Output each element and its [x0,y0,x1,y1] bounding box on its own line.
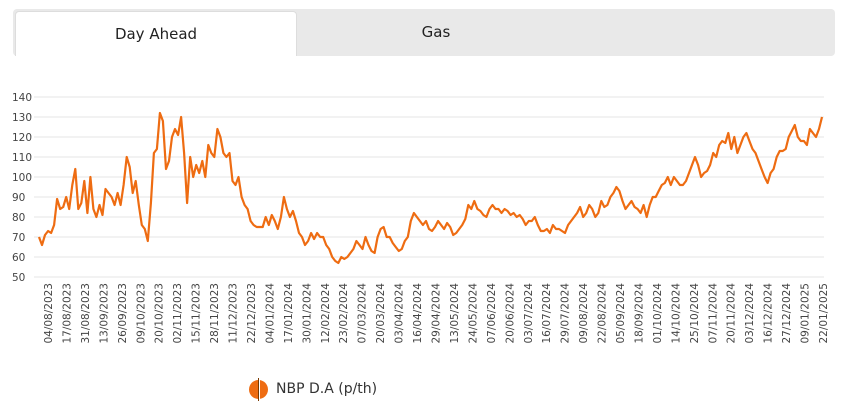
x-tick-label: 05/09/2024 [615,283,627,344]
x-tick-label: 18/09/2024 [633,283,645,344]
x-tick-label: 22/12/2023 [246,283,258,344]
y-tick-label: 140 [12,92,32,104]
x-tick-label: 22/01/2025 [818,283,830,344]
y-axis: 50 60 70 80 90 100 110 120 130 140 [12,92,32,284]
x-tick-label: 25/10/2024 [689,283,701,344]
x-tick-label: 14/10/2024 [670,283,682,344]
x-tick-label: 29/04/2024 [431,283,443,344]
x-tick-label: 20/10/2023 [154,283,166,344]
x-tick-label: 15/11/2023 [191,283,203,344]
tab-bar: Day Ahead Gas [13,9,835,56]
x-tick-label: 07/11/2024 [707,283,719,344]
y-tick-label: 80 [12,212,25,224]
x-tick-label: 16/07/2024 [541,283,553,344]
x-tick-label: 16/12/2024 [763,283,775,344]
x-tick-label: 24/05/2024 [467,283,479,344]
x-tick-label: 09/10/2023 [135,283,147,344]
x-tick-label: 20/06/2024 [504,283,516,344]
y-tick-label: 130 [12,112,32,124]
x-tick-label: 13/05/2024 [449,283,461,344]
x-tick-label: 16/04/2024 [412,283,424,344]
x-tick-label: 09/08/2024 [578,283,590,344]
legend-label: NBP D.A (p/th) [276,381,378,397]
x-tick-label: 09/01/2025 [800,283,812,344]
x-tick-label: 03/12/2024 [744,283,756,344]
x-tick-label: 04/08/2023 [43,283,55,344]
x-tick-label: 17/01/2024 [283,283,295,344]
line-chart: 50 60 70 80 90 100 110 120 130 140 04/08/2023 17/0… [12,92,830,344]
x-tick-label: 13/09/2023 [98,283,110,344]
y-tick-label: 100 [12,172,32,184]
x-tick-label: 20/11/2024 [726,283,738,344]
x-tick-label: 03/04/2024 [394,283,406,344]
x-axis: 04/08/2023 17/08/2023 31/08/2023 13/09/2023… [43,283,830,344]
x-tick-label: 23/02/2024 [338,283,350,344]
x-tick-label: 29/07/2024 [560,283,572,344]
x-tick-label: 12/02/2024 [320,283,332,344]
x-tick-label: 02/11/2023 [172,283,184,344]
y-tick-label: 120 [12,132,32,144]
y-tick-label: 90 [12,192,25,204]
x-tick-label: 03/07/2024 [523,283,535,344]
x-tick-label: 04/01/2024 [264,283,276,344]
x-tick-label: 26/09/2023 [117,283,129,344]
y-tick-label: 110 [12,152,32,164]
x-tick-label: 22/08/2024 [597,283,609,344]
x-tick-label: 31/08/2023 [80,283,92,344]
x-tick-label: 30/01/2024 [301,283,313,344]
legend-marker-icon [249,377,268,401]
y-tick-label: 70 [12,232,25,244]
series-line-nbp-da [37,111,824,265]
x-tick-label: 20/03/2024 [375,283,387,344]
tab-day-ahead[interactable]: Day Ahead [15,11,297,56]
y-tick-label: 50 [12,272,25,284]
x-tick-label: 11/12/2023 [228,283,240,344]
x-tick-label: 28/11/2023 [209,283,221,344]
tab-gas[interactable]: Gas [421,23,451,41]
x-tick-label: 07/06/2024 [486,283,498,344]
x-tick-label: 27/12/2024 [781,283,793,344]
legend-item[interactable]: NBP D.A (p/th) [249,377,377,401]
x-tick-label: 01/10/2024 [652,283,664,344]
y-tick-label: 60 [12,252,25,264]
x-tick-label: 07/03/2024 [357,283,369,344]
x-tick-label: 17/08/2023 [61,283,73,344]
